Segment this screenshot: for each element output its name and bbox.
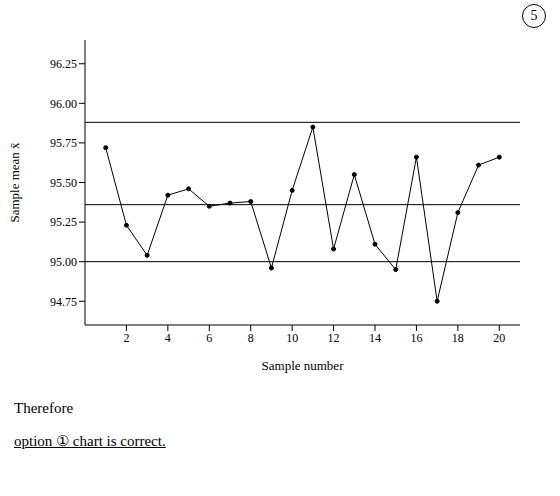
svg-text:20: 20 bbox=[493, 331, 505, 345]
svg-text:6: 6 bbox=[206, 331, 212, 345]
svg-text:14: 14 bbox=[369, 331, 381, 345]
svg-text:12: 12 bbox=[328, 331, 340, 345]
html-text:Therefore: Therefore bbox=[14, 400, 74, 416]
svg-text:Sample mean x̄: Sample mean x̄ bbox=[7, 142, 22, 223]
svg-text:94.75: 94.75 bbox=[50, 295, 77, 309]
svg-text:10: 10 bbox=[286, 331, 298, 345]
svg-text:95.25: 95.25 bbox=[50, 215, 77, 229]
svg-text:4: 4 bbox=[165, 331, 171, 345]
svg-text:95.75: 95.75 bbox=[50, 136, 77, 150]
svg-text:95.00: 95.00 bbox=[50, 255, 77, 269]
svg-text:Sample number: Sample number bbox=[262, 358, 345, 373]
svg-text:95.50: 95.50 bbox=[50, 176, 77, 190]
html-text:option ① chart is correct.: option ① chart is correct. bbox=[14, 433, 166, 449]
svg-text:96.00: 96.00 bbox=[50, 97, 77, 111]
svg-text:18: 18 bbox=[452, 331, 464, 345]
svg-text:96.25: 96.25 bbox=[50, 57, 77, 71]
svg-text:2: 2 bbox=[123, 331, 129, 345]
svg-text:16: 16 bbox=[410, 331, 422, 345]
html-text:5: 5 bbox=[530, 8, 538, 23]
svg-text:8: 8 bbox=[248, 331, 254, 345]
